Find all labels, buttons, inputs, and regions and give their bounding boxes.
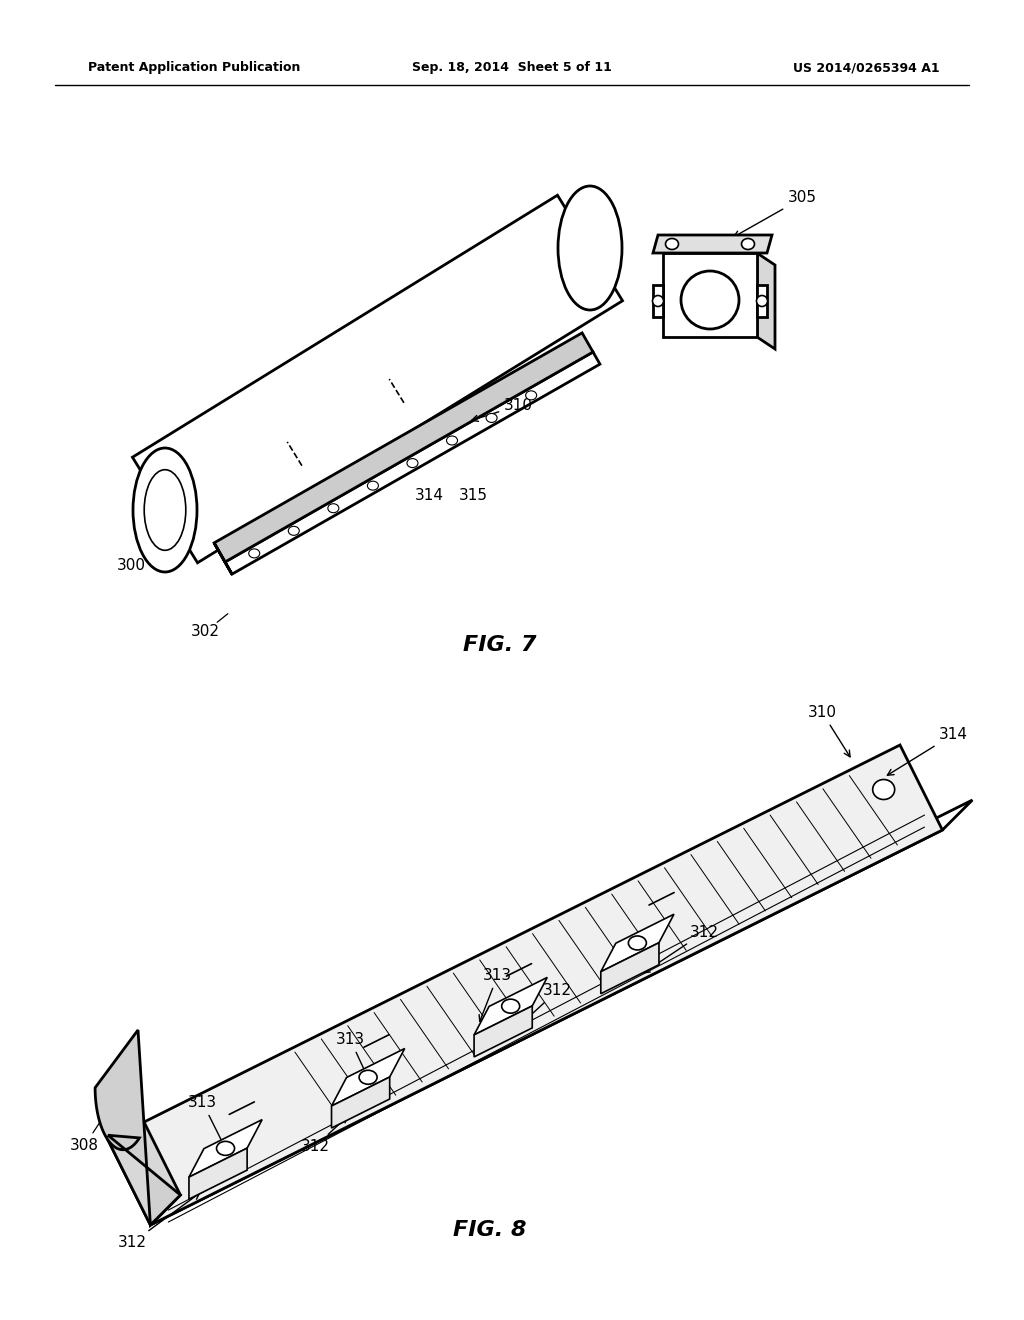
Text: Patent Application Publication: Patent Application Publication bbox=[88, 62, 300, 74]
Text: 313: 313 bbox=[188, 1096, 228, 1154]
Ellipse shape bbox=[872, 780, 895, 800]
Ellipse shape bbox=[216, 1142, 234, 1155]
Ellipse shape bbox=[368, 482, 379, 490]
Polygon shape bbox=[108, 1110, 180, 1225]
Text: 300: 300 bbox=[117, 529, 182, 573]
Text: 312: 312 bbox=[118, 1193, 200, 1250]
Text: US 2014/0265394 A1: US 2014/0265394 A1 bbox=[794, 62, 940, 74]
Text: 315: 315 bbox=[459, 487, 488, 503]
Ellipse shape bbox=[652, 296, 664, 306]
Polygon shape bbox=[757, 285, 767, 317]
Polygon shape bbox=[601, 915, 674, 972]
Text: 314: 314 bbox=[888, 727, 968, 775]
Text: 313: 313 bbox=[479, 968, 512, 1022]
Ellipse shape bbox=[525, 391, 537, 400]
Ellipse shape bbox=[681, 271, 739, 329]
Text: 314: 314 bbox=[415, 487, 444, 503]
Ellipse shape bbox=[407, 458, 418, 467]
Text: 310: 310 bbox=[472, 399, 534, 421]
Ellipse shape bbox=[502, 999, 519, 1014]
Ellipse shape bbox=[249, 549, 260, 558]
Polygon shape bbox=[663, 253, 757, 337]
Polygon shape bbox=[108, 744, 942, 1225]
Text: FIG. 7: FIG. 7 bbox=[463, 635, 537, 655]
Ellipse shape bbox=[359, 1071, 377, 1084]
Polygon shape bbox=[757, 253, 775, 348]
Text: 313: 313 bbox=[336, 1032, 369, 1080]
Ellipse shape bbox=[446, 436, 458, 445]
Ellipse shape bbox=[144, 470, 185, 550]
Polygon shape bbox=[474, 1006, 532, 1057]
Polygon shape bbox=[214, 543, 232, 574]
Text: 312: 312 bbox=[506, 983, 572, 1038]
Polygon shape bbox=[151, 800, 973, 1225]
Text: FIG. 8: FIG. 8 bbox=[454, 1220, 526, 1239]
Polygon shape bbox=[601, 942, 659, 994]
Ellipse shape bbox=[666, 239, 679, 249]
Polygon shape bbox=[474, 977, 547, 1035]
Ellipse shape bbox=[629, 936, 646, 950]
Text: 310: 310 bbox=[808, 705, 850, 756]
Ellipse shape bbox=[486, 413, 497, 422]
Text: 308: 308 bbox=[70, 1098, 116, 1152]
Ellipse shape bbox=[757, 296, 768, 306]
Text: 312: 312 bbox=[643, 925, 719, 973]
Ellipse shape bbox=[328, 504, 339, 512]
Polygon shape bbox=[332, 1048, 404, 1106]
Ellipse shape bbox=[133, 447, 197, 572]
Text: 312: 312 bbox=[301, 1117, 347, 1154]
Text: 305: 305 bbox=[734, 190, 817, 236]
Polygon shape bbox=[95, 1030, 180, 1225]
Polygon shape bbox=[189, 1119, 262, 1177]
Text: Sep. 18, 2014  Sheet 5 of 11: Sep. 18, 2014 Sheet 5 of 11 bbox=[412, 62, 612, 74]
Text: 302: 302 bbox=[190, 624, 219, 639]
Ellipse shape bbox=[741, 239, 755, 249]
Polygon shape bbox=[132, 195, 623, 562]
Polygon shape bbox=[214, 333, 593, 562]
Polygon shape bbox=[653, 285, 663, 317]
Polygon shape bbox=[332, 1077, 390, 1129]
Polygon shape bbox=[189, 1148, 247, 1199]
Ellipse shape bbox=[558, 186, 622, 310]
Polygon shape bbox=[225, 352, 600, 574]
Ellipse shape bbox=[289, 527, 299, 536]
Polygon shape bbox=[653, 235, 772, 253]
